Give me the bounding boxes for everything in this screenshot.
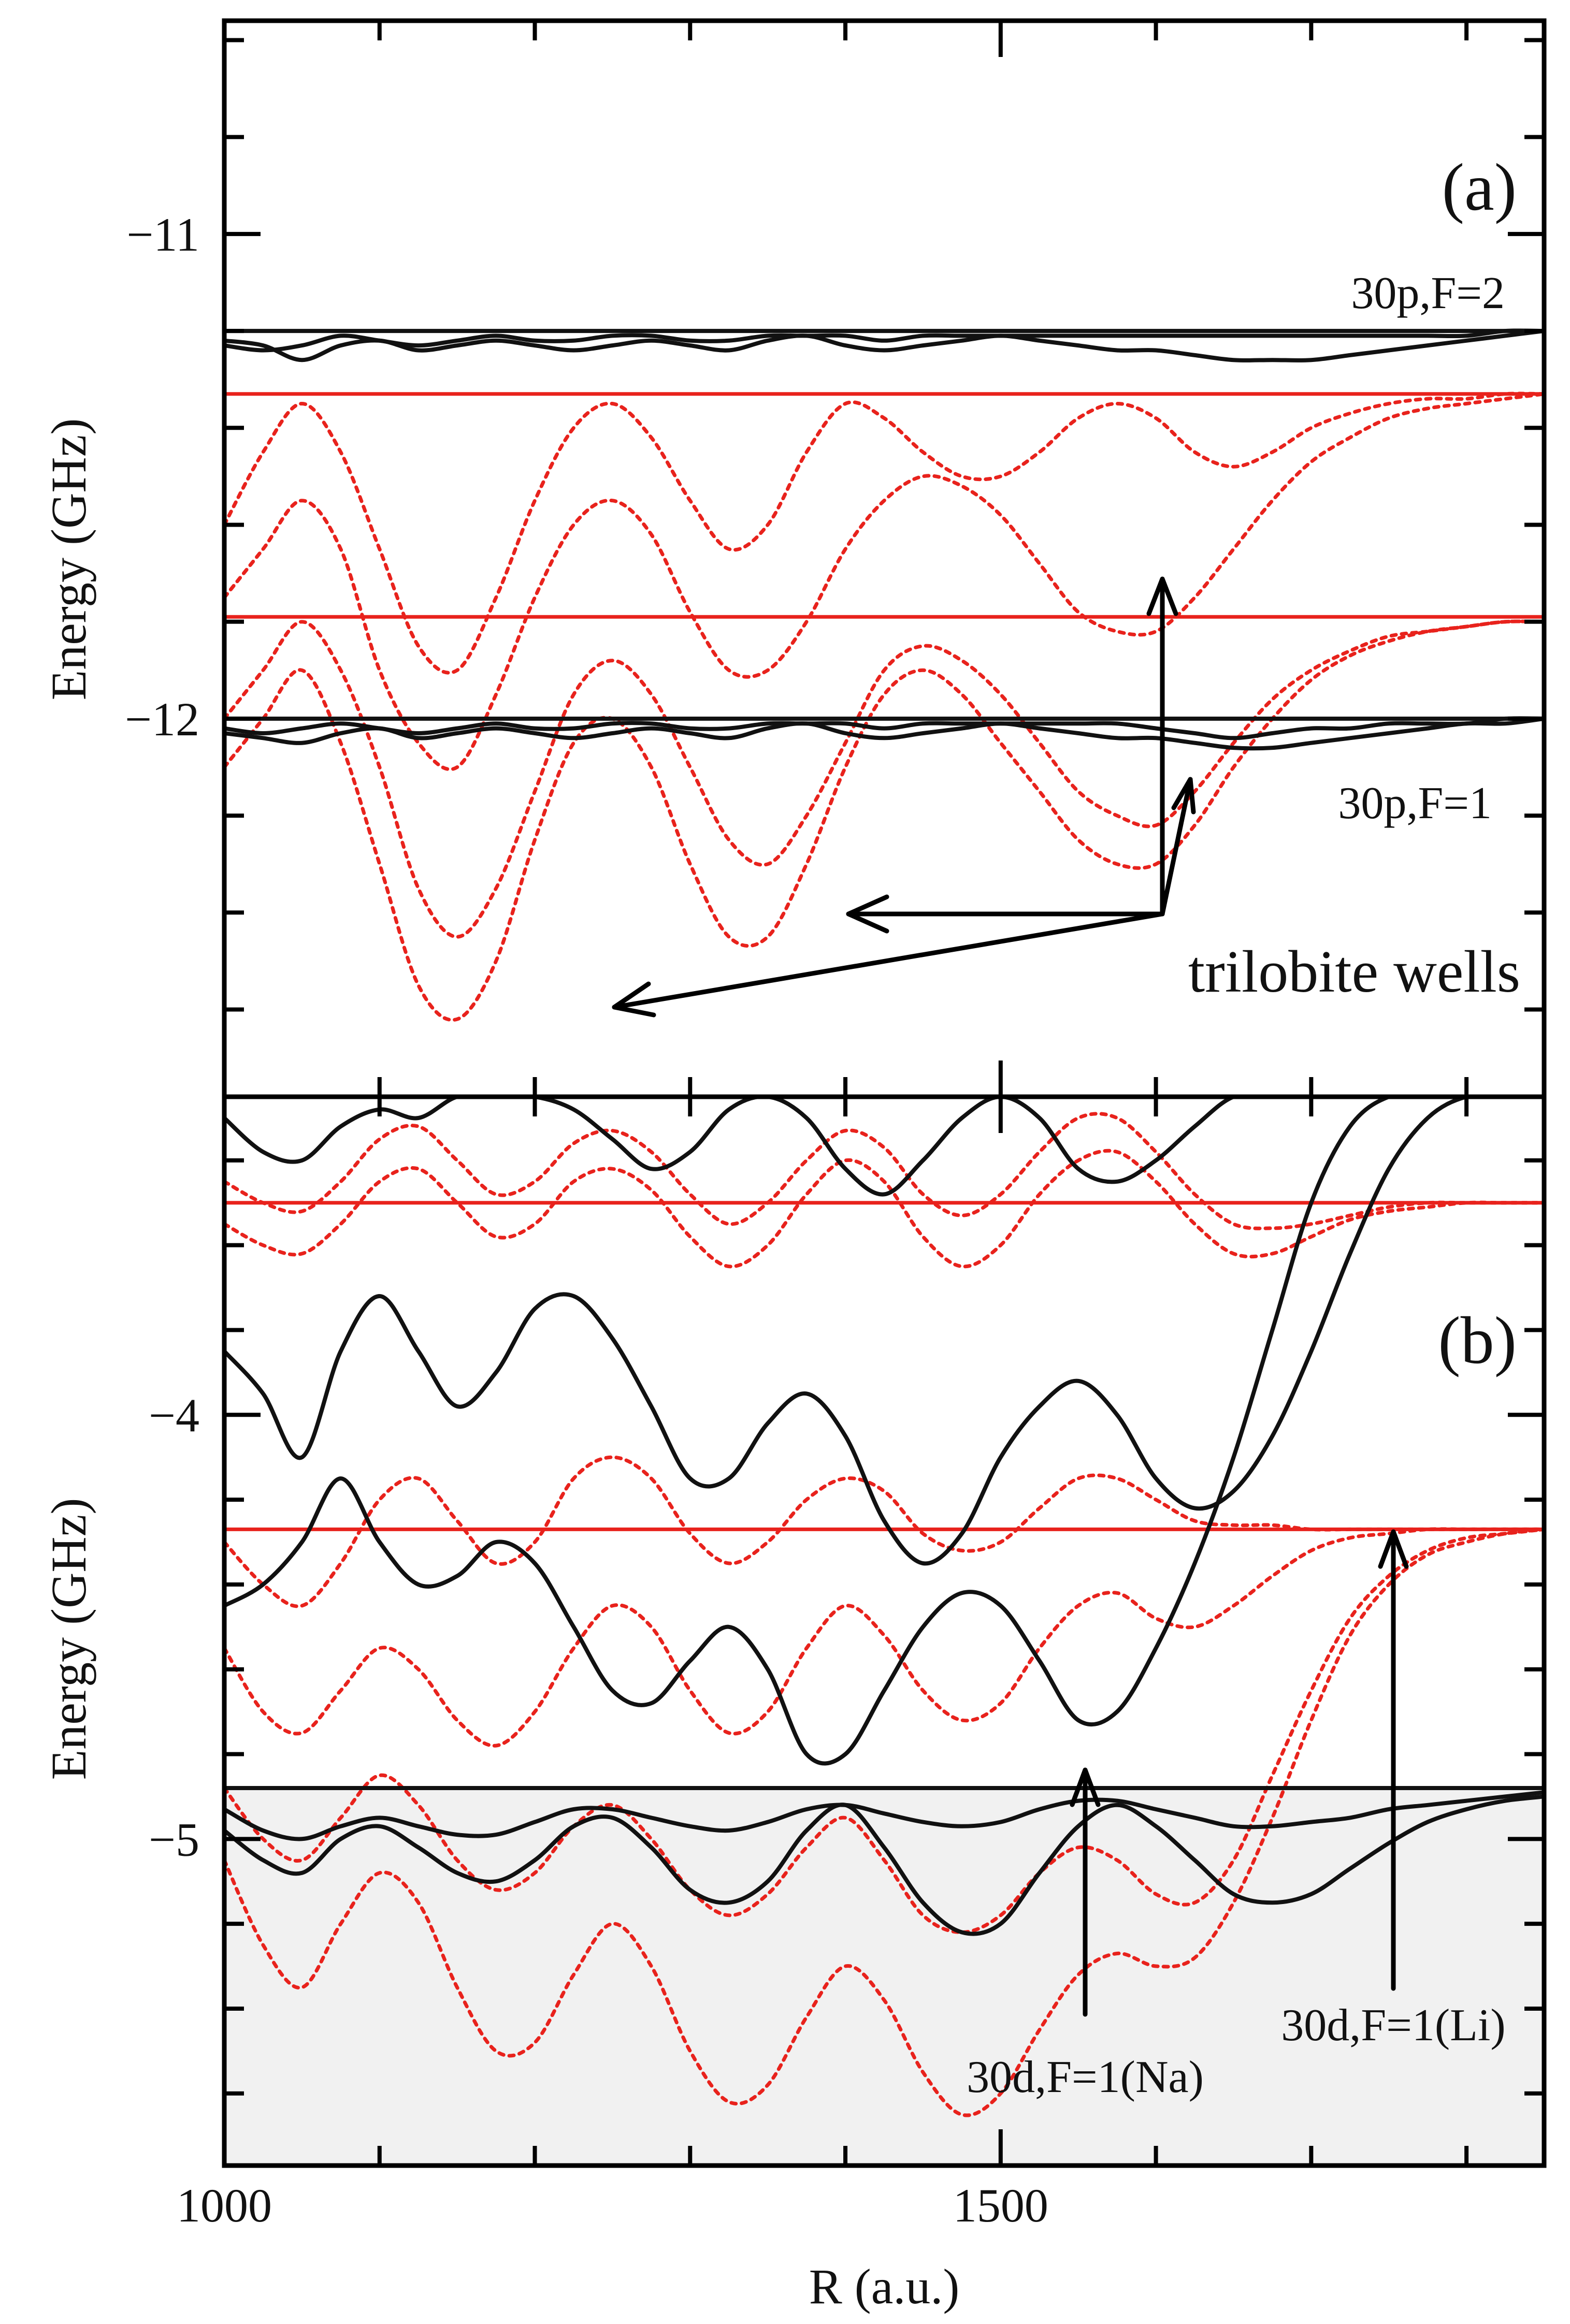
panel-a-curves	[224, 328, 1544, 1022]
panel-b-curves	[224, 1097, 1544, 2117]
x-axis-title: R (a.u.)	[809, 2259, 960, 2314]
series-line-0-1	[224, 329, 1544, 362]
y-tick-label: −5	[149, 1813, 199, 1866]
label-30d-li: 30d,F=1(Li)	[1281, 2000, 1505, 2051]
arrow-na-head	[1070, 1767, 1101, 1807]
y-axis-title-b: Energy (GHz)	[41, 1498, 96, 1780]
x-tick-label: 1500	[953, 2179, 1048, 2232]
y-tick-label: −11	[127, 208, 199, 261]
series-line-0-4	[224, 716, 1544, 751]
series-line-1-2	[224, 1790, 1544, 1841]
series-line-1-8	[224, 1527, 1544, 2117]
panel-a-tag: (a)	[1442, 150, 1517, 225]
arrow-head-f1-well	[1171, 777, 1196, 815]
y-tick-label: −4	[149, 1389, 199, 1442]
panel-b-frame	[222, 1094, 1547, 2168]
arrow-li-head	[1378, 1529, 1409, 1569]
series-line-0-2	[224, 328, 1544, 353]
series-line-1-1	[224, 1794, 1544, 1936]
arrow-head-well-left	[846, 894, 889, 934]
series-line-0-11	[224, 391, 1544, 675]
label-30d-na: 30d,F=1(Na)	[967, 2052, 1204, 2102]
arrow-to-f1-well	[1160, 777, 1193, 917]
y-tick-label: −12	[125, 693, 199, 746]
label-30p-f1: 30p,F=1	[1338, 778, 1492, 829]
panel-b: −4 −5 (b) 30d,F=1(Na) 30d,F=1(Li)	[149, 1094, 1547, 2168]
panel-b-ticks: −4 −5	[149, 1097, 1544, 2166]
series-line-1-4	[224, 1097, 1544, 1766]
x-tick-labels: 1000 1500	[177, 2179, 1048, 2232]
panel-b-tag: (b)	[1438, 1303, 1517, 1378]
panel-a-background	[224, 21, 1544, 1097]
series-line-0-9	[224, 619, 1544, 939]
series-line-1-10	[224, 1527, 1544, 1748]
arrow-head-up	[1146, 576, 1178, 616]
series-line-0-8	[224, 619, 1544, 1022]
series-line-1-3	[224, 1097, 1544, 1566]
series-line-1-5	[224, 1097, 1544, 1197]
panel-a: −11 −12 (a) 30p,F=2 30p,F=1 trilobite wel…	[125, 18, 1547, 1099]
series-line-1-12	[224, 1149, 1544, 1269]
trilobite-arrows	[612, 576, 1196, 1018]
shaded-region	[224, 1788, 1544, 2166]
label-30p-f2: 30p,F=2	[1351, 268, 1505, 318]
x-tick-label: 1000	[177, 2179, 272, 2232]
arrow-to-well-far-left	[612, 911, 1165, 1010]
label-trilobite-wells: trilobite wells	[1188, 939, 1520, 1005]
y-axis-title-a: Energy (GHz)	[41, 418, 96, 701]
series-line-0-5	[224, 716, 1544, 740]
series-line-0-10	[224, 392, 1544, 772]
arrow-head-well-far-left	[612, 981, 656, 1018]
level-arrows	[1070, 1529, 1409, 2017]
series-line-1-9	[224, 1527, 1544, 1935]
